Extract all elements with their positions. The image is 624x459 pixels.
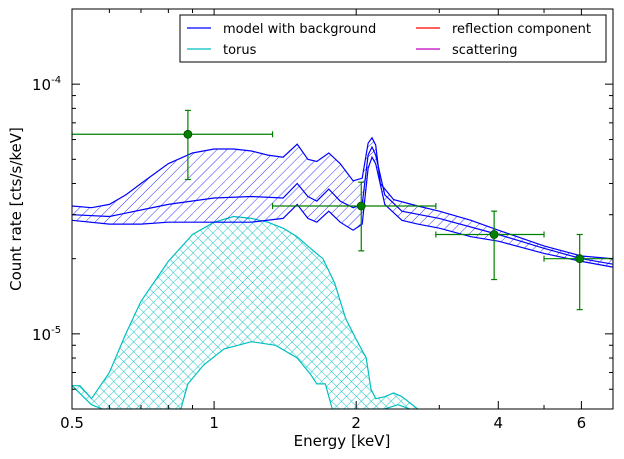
y-tick-label: 10-4 bbox=[32, 75, 61, 94]
legend-label-model: model with background bbox=[223, 22, 376, 37]
y-tick-exponent: -5 bbox=[51, 325, 61, 336]
x-tick-labels: 0.5 1 2 4 6 bbox=[60, 414, 586, 432]
plot-area bbox=[72, 109, 613, 409]
x-tick-label: 1 bbox=[209, 414, 219, 432]
legend: model with background torus reflection c… bbox=[179, 14, 607, 63]
legend-label-torus: torus bbox=[223, 43, 257, 58]
data-point-1 bbox=[271, 181, 437, 252]
data-point-3 bbox=[543, 233, 613, 311]
y-tick-labels: 10-5 10-4 bbox=[32, 75, 61, 344]
data-point-0 bbox=[72, 109, 274, 181]
data-point-marker bbox=[183, 129, 193, 139]
x-tick-label: 2 bbox=[351, 414, 361, 432]
model-lower-line bbox=[72, 155, 613, 268]
y-tick-exponent: -4 bbox=[51, 75, 61, 86]
legend-label-reflection: reflection component bbox=[452, 22, 591, 37]
data-point-marker bbox=[575, 254, 585, 264]
torus-upper-line bbox=[72, 215, 419, 409]
data-point-marker bbox=[489, 230, 499, 239]
legend-label-scattering: scattering bbox=[452, 43, 518, 58]
model-inner-line bbox=[72, 145, 613, 265]
y-axis-label: Count rate [cts/s/keV] bbox=[7, 127, 25, 291]
data-point-marker bbox=[356, 201, 366, 211]
x-tick-label: 0.5 bbox=[60, 414, 84, 432]
x-tick-label: 4 bbox=[494, 414, 504, 432]
data-point-2 bbox=[435, 210, 545, 281]
y-tick-label: 10-5 bbox=[32, 325, 61, 344]
torus-lower-line bbox=[72, 341, 411, 409]
torus-band-fill bbox=[72, 216, 418, 409]
x-tick-label: 6 bbox=[577, 414, 587, 432]
axis-ticks bbox=[71, 8, 614, 409]
x-axis-label: Energy [keV] bbox=[294, 432, 391, 450]
plot-frame bbox=[71, 8, 614, 410]
model-upper-line bbox=[72, 136, 613, 260]
legend-box bbox=[179, 14, 607, 63]
